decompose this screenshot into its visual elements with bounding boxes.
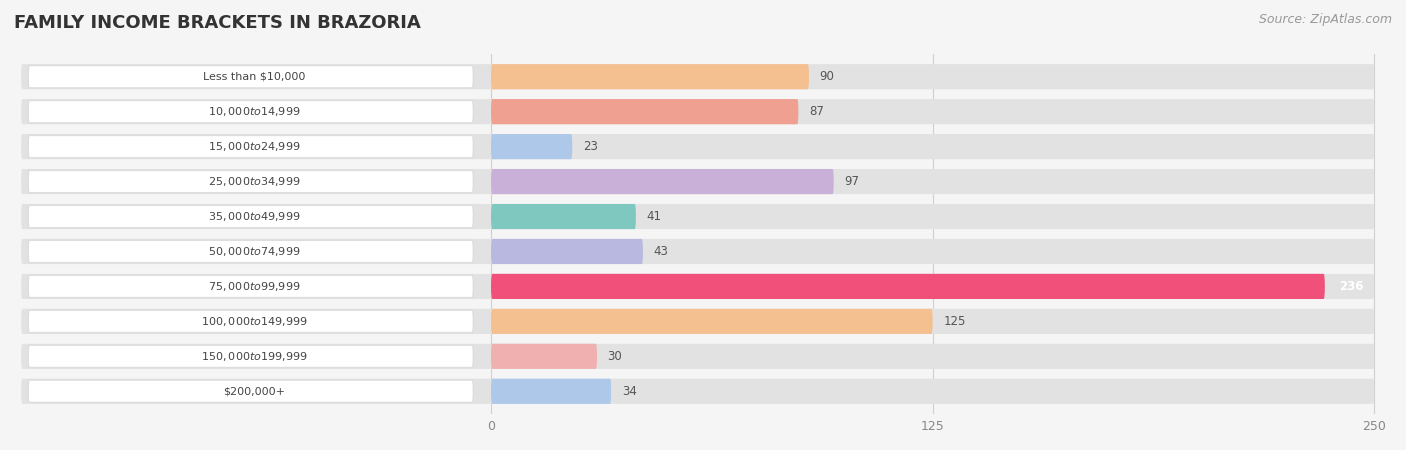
FancyBboxPatch shape: [491, 274, 1324, 299]
Text: 90: 90: [820, 70, 835, 83]
Text: 125: 125: [943, 315, 966, 328]
FancyBboxPatch shape: [21, 204, 1374, 229]
FancyBboxPatch shape: [491, 379, 612, 404]
Text: 34: 34: [621, 385, 637, 398]
FancyBboxPatch shape: [491, 204, 636, 229]
Text: FAMILY INCOME BRACKETS IN BRAZORIA: FAMILY INCOME BRACKETS IN BRAZORIA: [14, 14, 420, 32]
Text: $100,000 to $149,999: $100,000 to $149,999: [201, 315, 308, 328]
FancyBboxPatch shape: [491, 344, 598, 369]
Text: $50,000 to $74,999: $50,000 to $74,999: [208, 245, 301, 258]
FancyBboxPatch shape: [28, 345, 474, 368]
FancyBboxPatch shape: [21, 344, 1374, 369]
Text: $25,000 to $34,999: $25,000 to $34,999: [208, 175, 301, 188]
Text: $150,000 to $199,999: $150,000 to $199,999: [201, 350, 308, 363]
FancyBboxPatch shape: [21, 64, 1374, 89]
Text: Source: ZipAtlas.com: Source: ZipAtlas.com: [1258, 14, 1392, 27]
FancyBboxPatch shape: [28, 310, 474, 333]
FancyBboxPatch shape: [21, 309, 1374, 334]
FancyBboxPatch shape: [21, 274, 1374, 299]
Text: 23: 23: [583, 140, 598, 153]
FancyBboxPatch shape: [491, 64, 808, 89]
FancyBboxPatch shape: [28, 205, 474, 228]
FancyBboxPatch shape: [491, 309, 932, 334]
FancyBboxPatch shape: [21, 99, 1374, 124]
FancyBboxPatch shape: [28, 171, 474, 193]
Text: Less than $10,000: Less than $10,000: [202, 72, 305, 82]
FancyBboxPatch shape: [21, 169, 1374, 194]
FancyBboxPatch shape: [28, 380, 474, 402]
FancyBboxPatch shape: [491, 239, 643, 264]
Text: $15,000 to $24,999: $15,000 to $24,999: [208, 140, 301, 153]
Text: $75,000 to $99,999: $75,000 to $99,999: [208, 280, 301, 293]
Text: 97: 97: [845, 175, 859, 188]
Text: $200,000+: $200,000+: [224, 386, 285, 396]
Text: 43: 43: [654, 245, 668, 258]
Text: 87: 87: [808, 105, 824, 118]
FancyBboxPatch shape: [491, 169, 834, 194]
FancyBboxPatch shape: [21, 379, 1374, 404]
Text: 30: 30: [607, 350, 623, 363]
Text: $10,000 to $14,999: $10,000 to $14,999: [208, 105, 301, 118]
FancyBboxPatch shape: [21, 134, 1374, 159]
FancyBboxPatch shape: [491, 134, 572, 159]
FancyBboxPatch shape: [28, 66, 474, 88]
FancyBboxPatch shape: [491, 99, 799, 124]
Text: $35,000 to $49,999: $35,000 to $49,999: [208, 210, 301, 223]
FancyBboxPatch shape: [28, 100, 474, 123]
FancyBboxPatch shape: [21, 239, 1374, 264]
Text: 41: 41: [647, 210, 661, 223]
Text: 236: 236: [1339, 280, 1364, 293]
FancyBboxPatch shape: [28, 240, 474, 263]
FancyBboxPatch shape: [28, 135, 474, 158]
FancyBboxPatch shape: [28, 275, 474, 297]
